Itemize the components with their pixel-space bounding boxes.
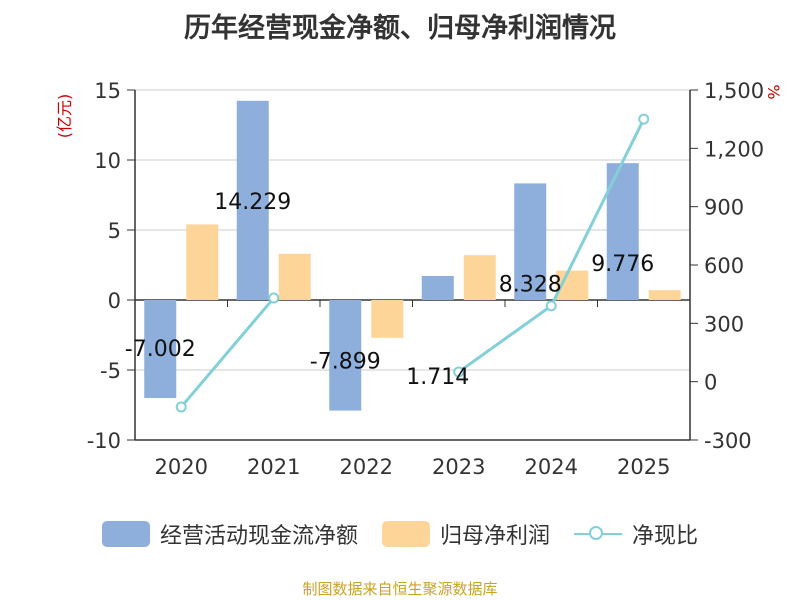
legend-swatch-cash [101, 521, 150, 547]
x-tick-label: 2022 [340, 455, 393, 479]
source-footer: 制图数据来自恒生聚源数据库 [302, 580, 498, 598]
bar-profit-2022 [371, 300, 404, 338]
y-left-tick-label: 10 [94, 149, 121, 173]
ratio-point-2021 [268, 292, 280, 304]
bar-cash-2024 [514, 183, 547, 300]
y-right-tick-label: 0 [704, 371, 717, 395]
bar-profit-2020 [186, 224, 219, 300]
legend-swatch-profit [381, 521, 430, 547]
data-label-cash-2024: 8.328 [499, 272, 562, 297]
legend: 经营活动现金流净额 归母净利润 净现比 [0, 518, 800, 550]
ratio-line [180, 297, 275, 408]
bar-cash-2023 [421, 276, 454, 300]
y-right-axis-title: % [764, 84, 783, 99]
ratio-point-2024 [545, 300, 557, 312]
ratio-point-2025 [638, 113, 650, 125]
bar-profit-2025 [648, 290, 681, 300]
legend-item-profit[interactable]: 归母净利润 [381, 518, 550, 550]
legend-item-ratio[interactable]: 净现比 [574, 518, 698, 550]
data-label-cash-2020: -7.002 [125, 337, 196, 362]
y-left-tick-label: 0 [108, 289, 121, 313]
y-right-tick-label: 900 [704, 196, 744, 220]
legend-swatch-ratio [574, 521, 622, 547]
chart-title: 历年经营现金净额、归母净利润情况 [184, 13, 616, 44]
legend-item-cash[interactable]: 经营活动现金流净额 [101, 518, 358, 550]
legend-swatch-ratio-dot [589, 526, 603, 540]
y-right-tick-label: 600 [704, 254, 744, 278]
y-left-tick-label: -5 [100, 359, 121, 383]
y-right-tick-label: 1,200 [704, 137, 764, 161]
data-label-cash-2025: 9.776 [591, 252, 654, 277]
x-tick-label: 2024 [525, 455, 578, 479]
y-right-tick-label: 300 [704, 312, 744, 336]
chart-svg: 15 10 5 0 -5 -10 1,500 1,200 900 600 300 0 -300 (亿元)%… [55, 79, 783, 479]
bar-profit-2021 [278, 253, 311, 300]
data-label-cash-2023: 1.714 [406, 365, 469, 390]
legend-label-ratio: 净现比 [632, 524, 699, 549]
x-tick-label: 2023 [432, 455, 485, 479]
y-left-axis-title: (亿元) [55, 94, 74, 139]
bar-profit-2023 [463, 255, 496, 300]
y-left-tick-label: 5 [108, 219, 121, 243]
x-tick-label: 2025 [617, 455, 670, 479]
bar-cash-2021 [236, 100, 269, 300]
x-tick-label: 2020 [155, 455, 208, 479]
bar-cash-2022 [329, 300, 362, 411]
ratio-point-2023 [453, 366, 465, 378]
y-right-tick-label: -300 [704, 429, 752, 453]
ratio-point-2020 [175, 401, 187, 413]
data-label-cash-2022: -7.899 [310, 350, 381, 375]
x-tick-label: 2021 [247, 455, 300, 479]
bar-cash-2020 [144, 300, 177, 399]
y-left-tick-label: 15 [94, 79, 121, 103]
legend-label-profit: 归母净利润 [439, 524, 550, 549]
y-right-tick-label: 1,500 [704, 79, 764, 103]
legend-label-cash: 经营活动现金流净额 [159, 524, 358, 549]
y-left-tick-label: -10 [87, 429, 121, 453]
data-label-cash-2021: 14.229 [214, 190, 291, 215]
